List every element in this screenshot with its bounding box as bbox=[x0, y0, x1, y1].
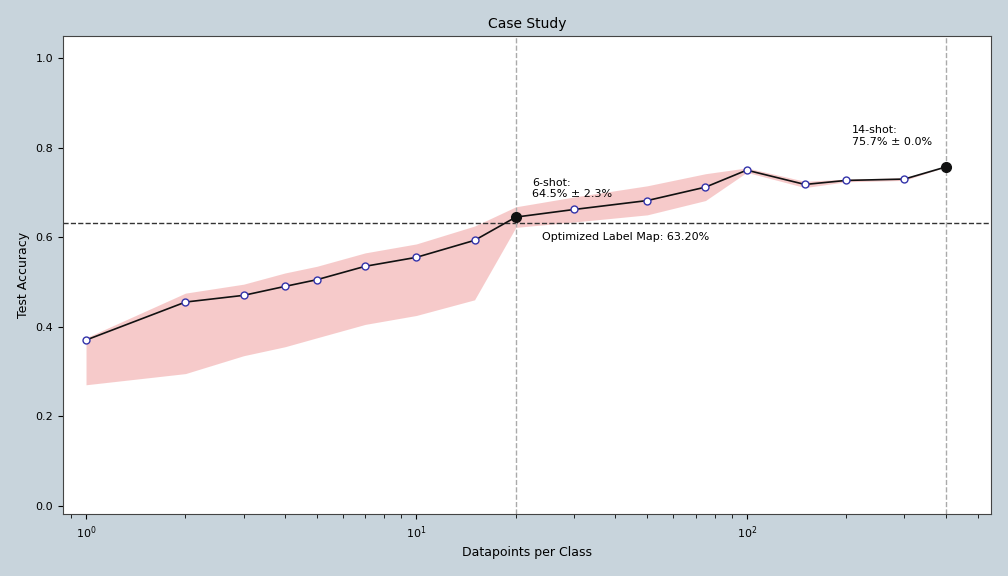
X-axis label: Datapoints per Class: Datapoints per Class bbox=[462, 546, 592, 559]
Text: Optimized Label Map: 63.20%: Optimized Label Map: 63.20% bbox=[542, 232, 710, 242]
Title: Case Study: Case Study bbox=[488, 17, 566, 31]
Text: 14-shot:
75.7% ± 0.0%: 14-shot: 75.7% ± 0.0% bbox=[852, 126, 932, 147]
Y-axis label: Test Accuracy: Test Accuracy bbox=[17, 232, 29, 319]
Text: 6-shot:
64.5% ± 2.3%: 6-shot: 64.5% ± 2.3% bbox=[532, 177, 612, 199]
